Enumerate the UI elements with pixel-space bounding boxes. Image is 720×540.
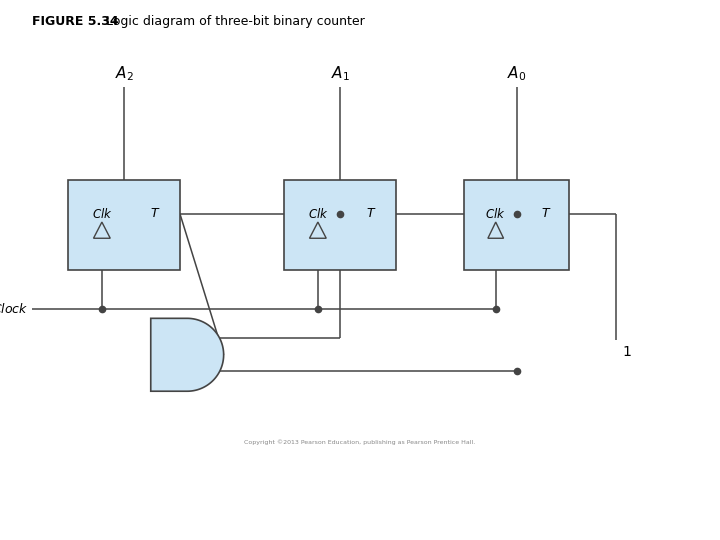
Text: PEARSON: PEARSON <box>585 502 702 522</box>
Text: $\mathit{Clk}$: $\mathit{Clk}$ <box>91 207 112 221</box>
Text: $\mathit{T}$: $\mathit{T}$ <box>366 207 377 220</box>
Text: $A_1$: $A_1$ <box>330 64 350 83</box>
FancyBboxPatch shape <box>284 180 396 270</box>
Text: 1: 1 <box>623 345 631 359</box>
Text: $\mathit{T}$: $\mathit{T}$ <box>541 207 551 220</box>
Text: FIGURE 5.34: FIGURE 5.34 <box>32 15 119 28</box>
Text: ALWAYS LEARNING: ALWAYS LEARNING <box>18 508 107 516</box>
Polygon shape <box>150 318 224 391</box>
FancyBboxPatch shape <box>464 180 569 270</box>
Text: $\mathit{Clk}$: $\mathit{Clk}$ <box>307 207 328 221</box>
Text: Copyright ©2013 by Pearson Education, Inc.
All rights reserved.: Copyright ©2013 by Pearson Education, In… <box>504 501 683 523</box>
Text: Digital Design: With an Introduction to the Verilog HDL, 5e
M. Morris Mano ■ Mic: Digital Design: With an Introduction to … <box>119 501 353 523</box>
Text: Logic diagram of three-bit binary counter: Logic diagram of three-bit binary counte… <box>94 15 364 28</box>
Text: $\mathit{Clock}$: $\mathit{Clock}$ <box>0 302 29 315</box>
Text: $\mathit{Clk}$: $\mathit{Clk}$ <box>485 207 506 221</box>
Text: $A_0$: $A_0$ <box>507 64 526 83</box>
Text: $A_2$: $A_2$ <box>114 64 134 83</box>
FancyBboxPatch shape <box>68 180 180 270</box>
Text: Copyright ©2013 Pearson Education, publishing as Pearson Prentice Hall.: Copyright ©2013 Pearson Education, publi… <box>244 440 476 445</box>
Text: $\mathit{T}$: $\mathit{T}$ <box>150 207 161 220</box>
